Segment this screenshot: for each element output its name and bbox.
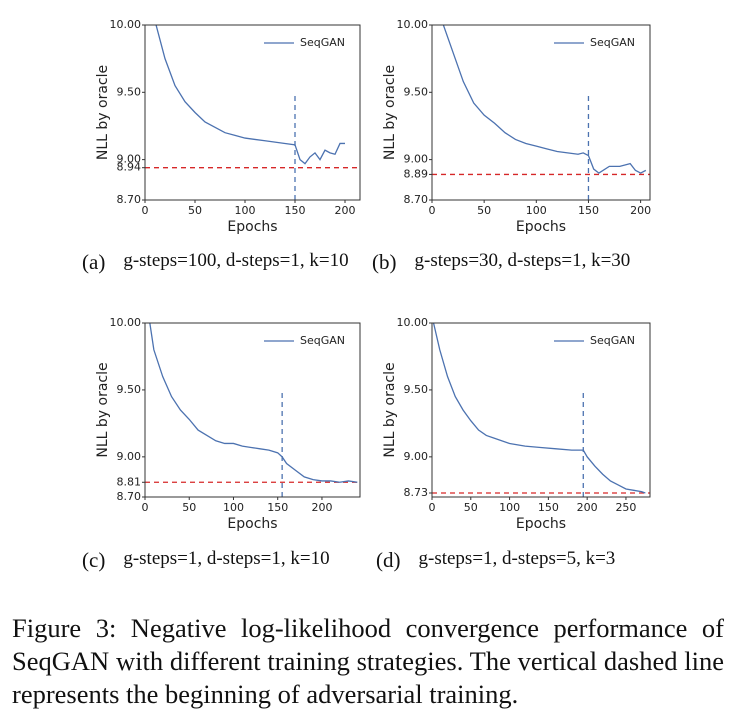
x-tick-label: 100 bbox=[499, 501, 520, 514]
subcaption-label: (a) bbox=[82, 250, 106, 274]
subcaption: (c) g-steps=1, d-steps=1, k=10 bbox=[82, 548, 372, 573]
subcaption-label: (d) bbox=[376, 548, 401, 572]
x-tick-label: 200 bbox=[311, 501, 332, 514]
legend-label: SeqGAN bbox=[590, 36, 635, 49]
y-tick-label: 10.00 bbox=[110, 316, 142, 329]
panel: 8.70 8.81 9.00 9.50 10.00 0 50 100 150 200 Epochs N… bbox=[95, 316, 361, 532]
x-tick-label: 150 bbox=[578, 204, 599, 217]
series-line bbox=[149, 323, 358, 483]
plot-frame bbox=[144, 24, 361, 201]
series-line bbox=[442, 25, 647, 174]
plot-frame bbox=[431, 24, 651, 201]
subcaption-text: g-steps=1, d-steps=1, k=10 bbox=[123, 548, 330, 569]
subcaption: (d) g-steps=1, d-steps=5, k=3 bbox=[376, 548, 676, 573]
y-tick-label: 10.00 bbox=[397, 18, 429, 31]
subcaption-text: g-steps=100, d-steps=1, k=10 bbox=[123, 250, 349, 271]
y-tick-label: 10.00 bbox=[110, 18, 142, 31]
x-axis-label: Epochs bbox=[516, 516, 566, 532]
y-tick-label: 8.94 bbox=[117, 161, 142, 174]
x-tick-label: 0 bbox=[429, 501, 436, 514]
x-tick-label: 100 bbox=[223, 501, 244, 514]
figure-caption: Figure 3: Negative log-likelihood conver… bbox=[12, 613, 724, 709]
y-tick-label: 9.50 bbox=[404, 383, 429, 396]
x-tick-label: 100 bbox=[526, 204, 547, 217]
y-tick-label: 9.00 bbox=[117, 153, 142, 166]
x-tick-label: 250 bbox=[615, 501, 636, 514]
x-tick-label: 0 bbox=[142, 501, 149, 514]
x-tick-label: 0 bbox=[429, 204, 436, 217]
y-axis-label: NLL by oracle bbox=[382, 65, 398, 160]
subcaption: (b) g-steps=30, d-steps=1, k=30 bbox=[372, 250, 672, 275]
x-tick-label: 150 bbox=[538, 501, 559, 514]
x-tick-label: 100 bbox=[235, 204, 256, 217]
subcaption-text: g-steps=30, d-steps=1, k=30 bbox=[414, 250, 631, 271]
y-tick-label: 8.70 bbox=[117, 490, 142, 503]
legend-label: SeqGAN bbox=[300, 334, 345, 347]
x-tick-label: 50 bbox=[182, 501, 196, 514]
y-tick-label: 8.81 bbox=[117, 475, 142, 488]
y-tick-label: 8.89 bbox=[404, 167, 429, 180]
legend-label: SeqGAN bbox=[590, 334, 635, 347]
plot-frame bbox=[144, 322, 361, 498]
x-axis-label: Epochs bbox=[516, 219, 566, 235]
x-tick-label: 150 bbox=[285, 204, 306, 217]
panel: 8.70 8.899.00 9.50 10.00 0 50 100 150 200 Epochs N… bbox=[382, 18, 651, 235]
y-tick-label: 9.50 bbox=[117, 85, 142, 98]
y-tick-label: 9.00 bbox=[117, 450, 142, 463]
x-axis-label: Epochs bbox=[227, 219, 277, 235]
series-line bbox=[155, 25, 345, 165]
x-tick-label: 200 bbox=[577, 501, 598, 514]
y-tick-label: 9.00 bbox=[404, 450, 429, 463]
y-tick-label: 8.73 bbox=[404, 486, 429, 499]
subcaption: (a) g-steps=100, d-steps=1, k=10 bbox=[82, 250, 372, 275]
x-tick-label: 0 bbox=[142, 204, 149, 217]
x-axis-label: Epochs bbox=[227, 516, 277, 532]
x-tick-label: 200 bbox=[335, 204, 356, 217]
x-tick-label: 50 bbox=[464, 501, 478, 514]
series-line bbox=[432, 323, 646, 494]
panel: 8.73 9.00 9.50 10.00 0 50 100 150 200 250 Epochs NL… bbox=[382, 316, 651, 532]
y-tick-label: 10.00 bbox=[397, 316, 429, 329]
y-tick-label: 8.70 bbox=[404, 193, 429, 206]
x-tick-label: 50 bbox=[477, 204, 491, 217]
y-axis-label: NLL by oracle bbox=[95, 362, 111, 457]
y-tick-label: 8.70 bbox=[117, 193, 142, 206]
subcaption-label: (b) bbox=[372, 250, 397, 274]
plot-frame bbox=[431, 322, 651, 498]
subcaption-text: g-steps=1, d-steps=5, k=3 bbox=[418, 548, 616, 569]
y-axis-label: NLL by oracle bbox=[382, 362, 398, 457]
subcaption-label: (c) bbox=[82, 548, 106, 572]
x-tick-label: 200 bbox=[630, 204, 651, 217]
y-tick-label: 9.00 bbox=[404, 153, 429, 166]
y-tick-label: 9.50 bbox=[117, 383, 142, 396]
legend-label: SeqGAN bbox=[300, 36, 345, 49]
panel: 8.70 8.949.00 9.50 10.00 0 50 100 150 200 Epochs N… bbox=[95, 18, 361, 235]
y-tick-label: 9.50 bbox=[404, 85, 429, 98]
x-tick-label: 50 bbox=[188, 204, 202, 217]
y-axis-label: NLL by oracle bbox=[95, 65, 111, 160]
x-tick-label: 150 bbox=[267, 501, 288, 514]
